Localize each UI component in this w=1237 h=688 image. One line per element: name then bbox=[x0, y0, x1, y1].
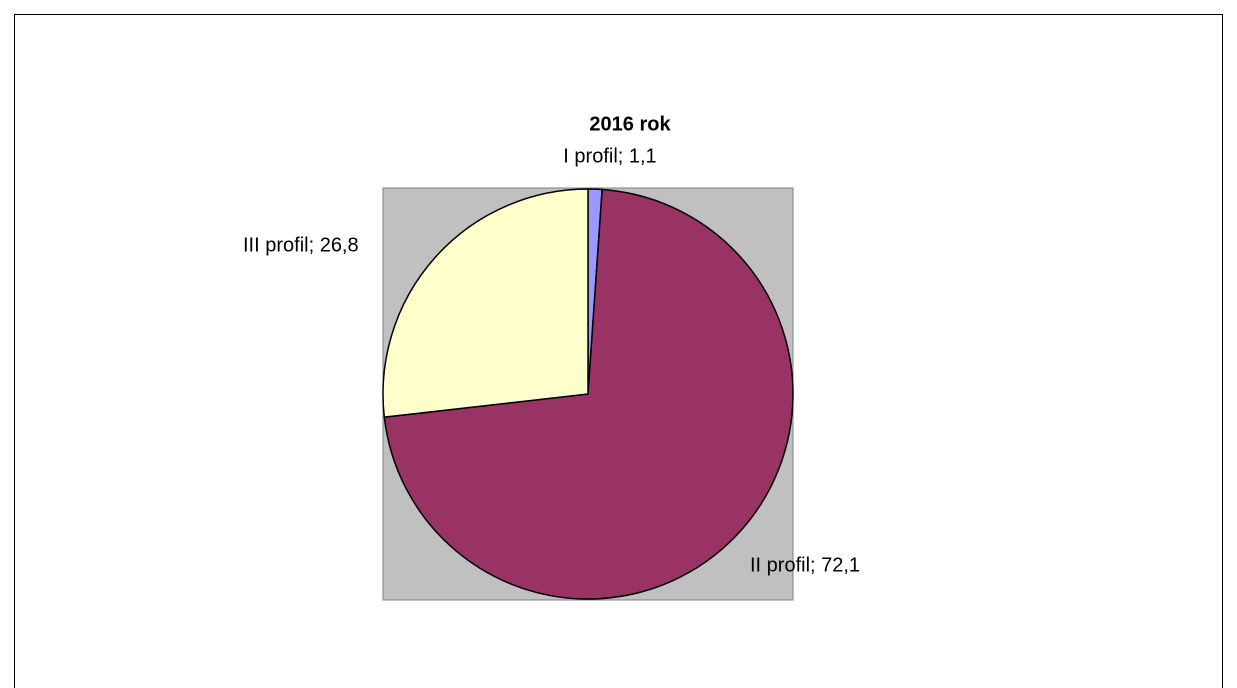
data-label: I profil; 1,1 bbox=[563, 145, 656, 167]
chart-title: 2016 rok bbox=[589, 113, 671, 135]
pie-slice bbox=[382, 188, 589, 418]
data-label: II profil; 72,1 bbox=[750, 554, 860, 576]
data-label: III profil; 26,8 bbox=[243, 234, 359, 256]
